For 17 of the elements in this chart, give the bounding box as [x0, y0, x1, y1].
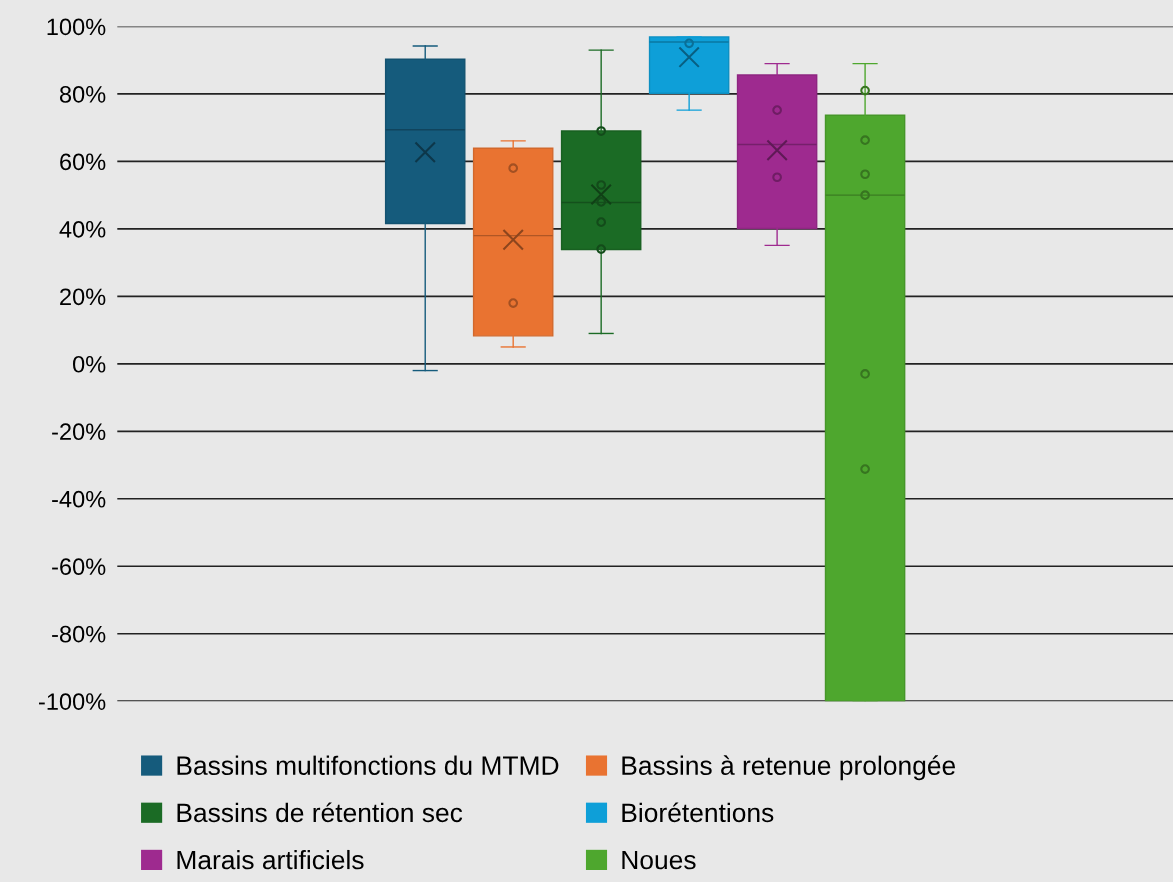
y-tick-label: 40% — [59, 220, 106, 238]
y-tick-label: 100% — [47, 18, 106, 36]
y-tick-label: 60% — [60, 153, 106, 171]
y-tick-label: 20% — [60, 288, 106, 306]
legend-label: Biorétentions — [622, 802, 774, 823]
legend-label: Bassins à retenue prolongée — [622, 755, 956, 781]
y-tick-label: -40% — [52, 490, 106, 508]
y-tick-label: 0% — [72, 355, 106, 373]
legend-label: Bassins multifonctions du MTMD — [177, 755, 559, 775]
legend-label: Noues — [622, 850, 696, 870]
y-tick-label: -20% — [52, 423, 106, 441]
y-tick-label: -60% — [52, 558, 106, 576]
y-tick-label: -100% — [38, 693, 106, 710]
legend-label: Bassins de rétention sec — [177, 802, 463, 823]
y-tick-label: 80% — [59, 86, 106, 103]
y-tick-label: -80% — [52, 625, 106, 643]
legend-label: Marais artificiels — [177, 849, 364, 870]
